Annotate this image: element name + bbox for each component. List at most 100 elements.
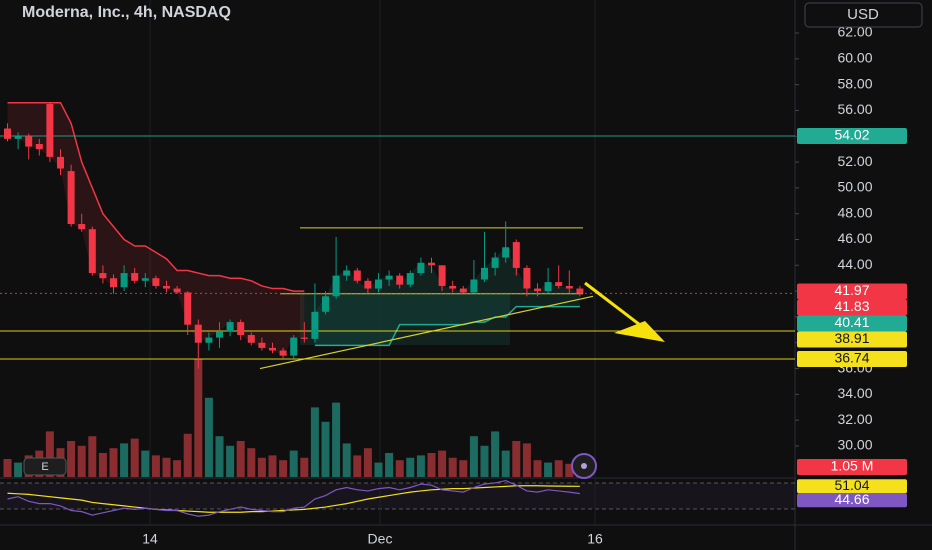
volume-bar <box>501 450 510 477</box>
candle-body <box>131 273 139 281</box>
trendline <box>259 295 594 370</box>
candle-body <box>300 337 308 339</box>
volume-bar <box>289 450 298 477</box>
volume-bar <box>162 457 171 477</box>
y-tick-label: 62.00 <box>837 24 872 40</box>
price-label: 54.02 <box>834 127 869 143</box>
price-label-box <box>797 283 907 300</box>
candle-body <box>449 285 457 289</box>
rsi-label-box <box>797 493 907 508</box>
volume-bar <box>469 436 478 477</box>
currency[interactable]: USD <box>847 6 879 23</box>
y-tick-label: 56.00 <box>837 101 872 117</box>
x-tick-label: 14 <box>142 531 158 547</box>
y-tick-label: 48.00 <box>837 204 872 220</box>
candle-body <box>88 229 96 274</box>
candle-body <box>459 288 467 293</box>
supertrend-fill <box>314 247 580 346</box>
candle-body <box>279 350 287 356</box>
candle-body <box>290 337 298 356</box>
volume-bar <box>406 457 415 477</box>
volume-bar <box>173 460 182 477</box>
candle-body <box>353 270 361 281</box>
price-label-box <box>797 315 907 332</box>
volume-bar <box>321 421 330 477</box>
volume-bar <box>45 431 54 477</box>
rsi-line <box>7 479 580 517</box>
supertrend-fill <box>7 102 305 356</box>
rsi-ma-label: 51.04 <box>834 477 869 493</box>
volume-bar <box>109 448 118 477</box>
volume-bar <box>310 407 319 477</box>
volume-bar <box>88 436 97 477</box>
volume-bar <box>226 445 235 477</box>
candle-body <box>534 288 541 292</box>
volume-bar <box>459 460 468 477</box>
volume-bar <box>141 450 150 477</box>
candle-body <box>470 279 478 293</box>
volume-bar <box>385 453 394 477</box>
arrow-head <box>614 321 665 342</box>
y-tick-label: 50.00 <box>837 179 872 195</box>
candle-body <box>332 275 340 297</box>
candle-body <box>110 278 117 288</box>
candle-body <box>67 171 75 225</box>
candle-body <box>205 337 213 343</box>
volume-bar <box>14 462 23 477</box>
price-label: 38.91 <box>834 330 869 346</box>
candle-body <box>364 280 372 289</box>
price-label-box <box>797 351 907 368</box>
volume-bar <box>491 431 500 477</box>
candle-body <box>512 242 520 268</box>
candle-body <box>576 288 584 294</box>
candle-body <box>555 282 563 286</box>
price-label-box <box>797 299 907 316</box>
supertrend-line <box>314 305 580 347</box>
event-dot <box>581 463 587 469</box>
volume-bar <box>332 402 341 477</box>
volume-bar <box>3 459 12 477</box>
price-label-box <box>797 331 907 348</box>
volume-bar <box>67 441 76 477</box>
candle-body <box>78 224 86 230</box>
candle-body <box>152 278 160 286</box>
candle-body <box>247 335 255 343</box>
earnings-marker[interactable] <box>23 457 67 476</box>
volume-bar <box>533 460 542 477</box>
volume-bar <box>395 460 404 477</box>
candle-body <box>141 278 149 281</box>
candle-body <box>4 128 11 139</box>
currency-button[interactable] <box>804 2 923 28</box>
candle-body <box>491 257 499 268</box>
y-tick-label: 46.00 <box>837 230 872 246</box>
volume-bar <box>183 433 192 477</box>
earnings-icon: E <box>41 461 48 473</box>
volume-bar <box>363 448 372 477</box>
volume-bar <box>236 441 245 477</box>
candle-body <box>216 331 223 338</box>
supertrend-line <box>7 101 305 292</box>
candle-body <box>502 247 510 258</box>
volume-bar <box>427 453 436 477</box>
x-tick-label: Dec <box>368 531 393 547</box>
candle-body <box>194 324 202 343</box>
candle-body <box>438 265 446 286</box>
volume-bar <box>448 457 457 477</box>
rsi-ma-label-box <box>797 479 907 494</box>
volume-bar <box>565 463 574 477</box>
volume-bar <box>130 438 139 477</box>
candle-body <box>565 285 573 289</box>
arrow-shaft <box>584 281 649 333</box>
arrow <box>584 281 665 342</box>
price-label-box <box>797 127 907 144</box>
y-tick-label: 60.00 <box>837 50 872 66</box>
y-tick-label: 58.00 <box>837 75 872 91</box>
x-tick-label: 16 <box>587 531 603 547</box>
volume-bar <box>544 462 553 477</box>
candle-body <box>120 273 128 288</box>
candle-body <box>269 347 276 351</box>
volume-label: 1.05 M <box>831 458 874 474</box>
candle-body <box>25 136 33 147</box>
price-label: 36.74 <box>834 350 869 366</box>
candle-body <box>322 296 329 312</box>
